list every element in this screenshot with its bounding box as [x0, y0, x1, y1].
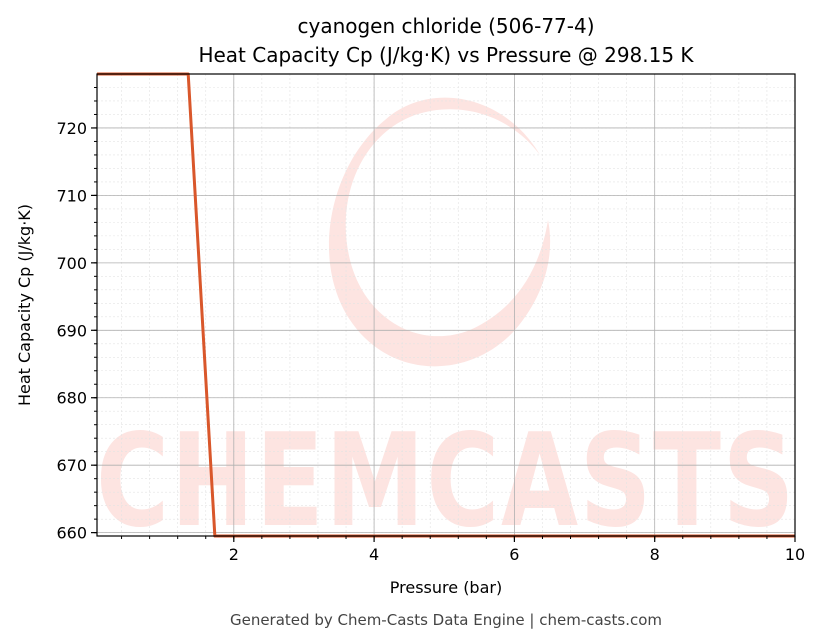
- y-tick-label: 720: [56, 119, 87, 138]
- x-axis: 2 4 6 8 10: [121, 536, 805, 564]
- watermark-text: CHEMCASTS: [96, 407, 796, 556]
- y-tick-label: 680: [56, 389, 87, 408]
- x-tick-label: 2: [229, 545, 239, 564]
- chart-title-line1: cyanogen chloride (506-77-4): [297, 14, 594, 38]
- x-tick-label: 10: [785, 545, 805, 564]
- y-tick-label: 690: [56, 321, 87, 340]
- chart-title-line2: Heat Capacity Cp (J/kg·K) vs Pressure @ …: [198, 43, 694, 67]
- x-axis-label: Pressure (bar): [390, 578, 502, 597]
- y-tick-label: 670: [56, 456, 87, 475]
- y-tick-label: 710: [56, 186, 87, 205]
- y-tick-label: 660: [56, 524, 87, 543]
- y-axis-label: Heat Capacity Cp (J/kg·K): [15, 204, 34, 406]
- y-tick-label: 700: [56, 254, 87, 273]
- y-axis: 660 670 680 690 700 710 720: [56, 86, 97, 543]
- footer-credit: Generated by Chem-Casts Data Engine | ch…: [230, 611, 662, 629]
- x-tick-label: 8: [650, 545, 660, 564]
- x-tick-label: 4: [369, 545, 379, 564]
- major-grid: [97, 74, 795, 536]
- watermark: CHEMCASTS: [96, 97, 796, 556]
- watermark-logo-icon: [328, 97, 551, 367]
- plot-frame: [96, 73, 796, 537]
- x-tick-label: 6: [509, 545, 519, 564]
